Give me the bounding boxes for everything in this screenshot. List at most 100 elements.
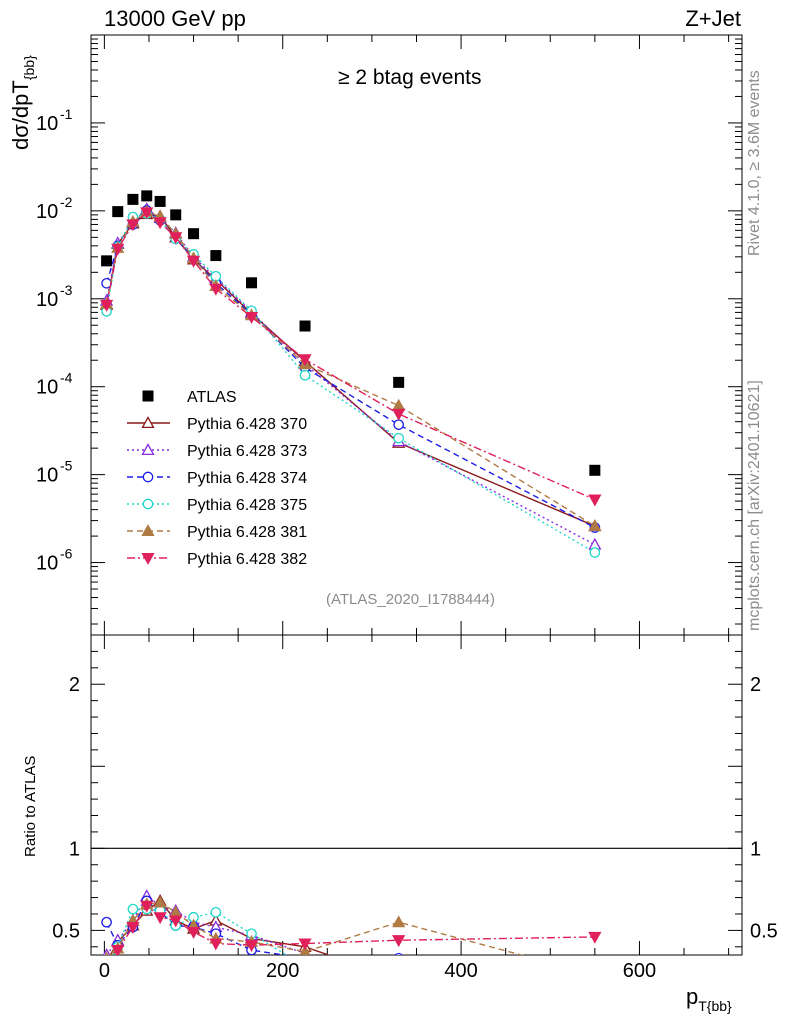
ratio-point-382	[153, 912, 167, 925]
ratio-point-373	[589, 984, 600, 994]
main-series-layer	[100, 190, 602, 558]
series-370	[100, 207, 602, 532]
ratio-panel: 0 200 400 600 0.5 0.5 1 1 2 2	[52, 634, 778, 982]
x-tick-label: 400	[444, 960, 477, 982]
data-point-ATLAS	[210, 250, 222, 262]
series-line-382	[105, 211, 596, 501]
legend-marker-374	[142, 471, 154, 483]
data-point-382	[111, 243, 125, 256]
ratio-line-373	[106, 894, 315, 955]
ratio-point-374	[394, 952, 403, 955]
legend-label-373: Pythia 6.428 373	[187, 443, 307, 460]
x-axis-title-text: p	[686, 984, 699, 1009]
data-point-ATLAS	[154, 195, 166, 207]
main-y-axis-title: dσ/dpT{bb}	[8, 55, 37, 150]
ratio-point-382	[169, 915, 183, 928]
ratio-series-layer	[101, 889, 602, 997]
ratio-y-tick-label: 2	[69, 674, 80, 696]
ratio-y-tick-label: 1	[69, 838, 80, 860]
legend-label-374: Pythia 6.428 374	[187, 470, 307, 487]
series-382	[100, 207, 602, 507]
ratio-point-370	[393, 974, 404, 984]
legend-marker-ATLAS	[142, 390, 154, 402]
ratio-series-381	[104, 895, 600, 979]
data-point-ATLAS	[112, 206, 124, 218]
legend-marker-373	[141, 443, 155, 456]
y-tick-exponent: -2	[60, 194, 73, 210]
data-point-ATLAS	[127, 193, 139, 205]
legend: ATLAS Pythia 6.428 370 Pythia 6.428 373 Pyt…	[127, 389, 307, 568]
y-tick-label: 10	[36, 465, 58, 487]
main-y-axis-title-text: dσ/dpT	[8, 80, 33, 150]
series-line-375	[105, 212, 596, 554]
data-point-382	[100, 299, 114, 312]
ratio-point-381	[104, 951, 109, 955]
y-tick-label: 10	[36, 113, 58, 135]
data-point-381	[588, 519, 602, 532]
ratio-series-382	[111, 900, 602, 955]
ratio-y-axis-title: Ratio to ATLAS	[22, 755, 39, 857]
ratio-point-382	[244, 940, 259, 952]
legend-marker-375	[142, 498, 154, 510]
y-tick-exponent: -6	[60, 546, 73, 562]
y-tick-exponent: -1	[60, 106, 73, 122]
ratio-point-375	[127, 903, 139, 915]
main-frame-border	[90, 34, 743, 636]
data-point-ATLAS	[589, 464, 601, 476]
data-point-375	[299, 369, 311, 381]
legend-label-ATLAS: ATLAS	[187, 389, 237, 406]
y-tick-label: 10	[36, 289, 58, 311]
y-tick-exponent: -5	[60, 458, 73, 474]
legend-marker-381	[141, 524, 155, 537]
data-point-ATLAS	[170, 209, 182, 221]
data-point-375	[393, 432, 404, 444]
data-point-382	[140, 207, 154, 220]
y-tick-exponent: -4	[60, 370, 73, 386]
ratio-point-382	[392, 935, 406, 948]
ratio-point-381	[589, 969, 600, 979]
legend-label-375: Pythia 6.428 375	[187, 497, 307, 514]
data-point-ATLAS	[393, 376, 405, 388]
ratio-point-382	[111, 945, 125, 955]
data-point-382	[244, 311, 259, 324]
ratio-point-370	[589, 969, 600, 979]
ratio-frame-border	[90, 634, 743, 956]
main-panel: 10-610-510-410-310-210-1	[36, 34, 743, 636]
y-tick-exponent: -3	[60, 282, 73, 298]
ratio-point-373	[393, 971, 404, 981]
ratio-point-375	[210, 907, 222, 918]
series-line-381	[105, 210, 596, 527]
x-tick-label: 600	[623, 960, 656, 982]
ratio-point-382	[140, 900, 154, 913]
series-374	[101, 205, 601, 533]
ratio-point-381	[153, 895, 167, 908]
analysis-id-label: (ATLAS_2020_I1788444)	[326, 591, 496, 608]
ratio-point-382	[209, 938, 223, 951]
data-point-382	[298, 354, 312, 367]
y-tick-label: 10	[36, 377, 58, 399]
x-tick-label: 0	[99, 960, 110, 982]
ratio-point-375	[300, 962, 309, 971]
legend-label-370: Pythia 6.428 370	[187, 416, 307, 433]
ratio-point-374	[101, 916, 112, 928]
series-ATLAS	[101, 190, 601, 476]
rivet-label: Rivet 4.1.0, ≥ 3.6M events	[746, 70, 763, 256]
y-tick-label: 10	[36, 201, 58, 223]
x-tick-label: 200	[266, 960, 299, 982]
series-line-374	[105, 209, 596, 529]
x-axis-title-sub: T{bb}	[698, 998, 732, 1014]
data-point-382	[126, 219, 140, 232]
selection-label: ≥ 2 btag events	[338, 66, 482, 89]
data-point-382	[169, 232, 183, 245]
ratio-line-382	[112, 904, 595, 955]
ratio-point-375	[394, 970, 403, 979]
energy-label: 13000 GeV pp	[104, 6, 246, 31]
ratio-y-tick-label-right: 2	[750, 674, 761, 696]
ratio-point-375	[590, 988, 599, 997]
data-point-382	[209, 283, 223, 296]
ratio-point-381	[392, 915, 406, 928]
ratio-point-381	[299, 944, 311, 955]
series-381	[100, 204, 602, 532]
ratio-y-tick-label-right: 1	[750, 838, 761, 860]
data-point-ATLAS	[141, 190, 153, 202]
